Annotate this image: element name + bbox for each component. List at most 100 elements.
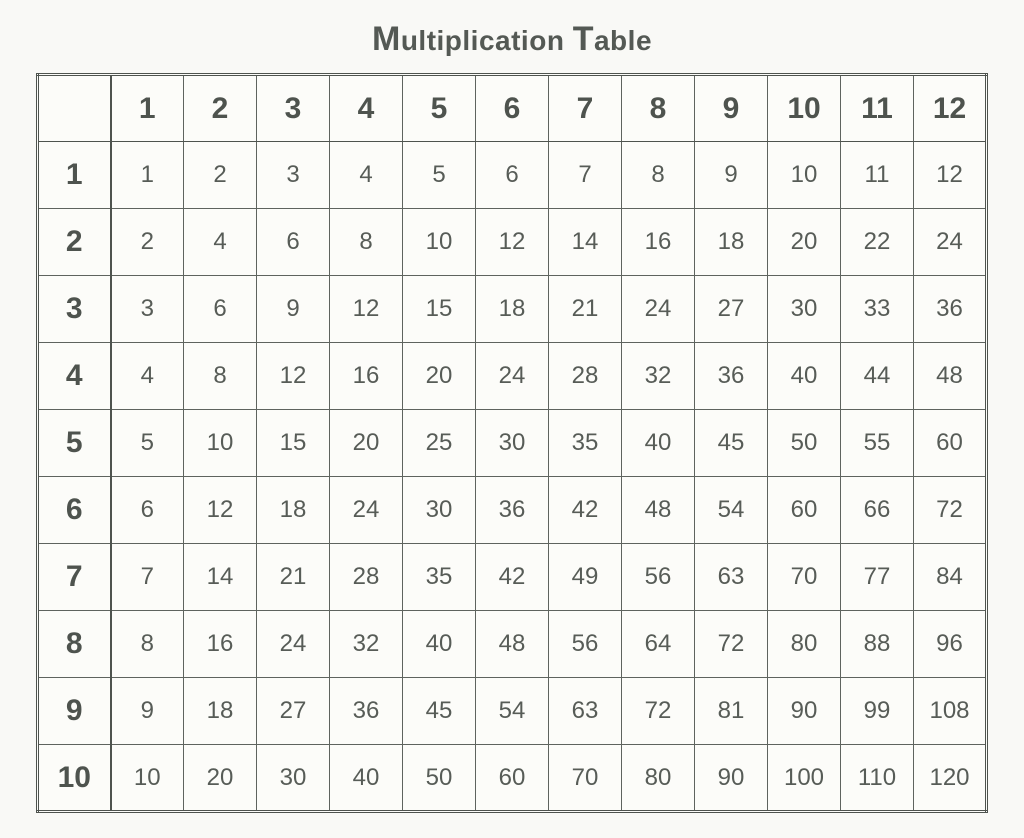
cell: 64 bbox=[622, 611, 695, 678]
cell: 10 bbox=[403, 209, 476, 276]
cell: 24 bbox=[330, 477, 403, 544]
cell: 48 bbox=[914, 343, 987, 410]
cell: 40 bbox=[403, 611, 476, 678]
col-header: 10 bbox=[768, 75, 841, 142]
table-header-row: 1 2 3 4 5 6 7 8 9 10 11 12 bbox=[38, 75, 987, 142]
cell: 20 bbox=[768, 209, 841, 276]
cell: 25 bbox=[403, 410, 476, 477]
cell: 36 bbox=[914, 276, 987, 343]
row-header: 4 bbox=[38, 343, 111, 410]
col-header: 1 bbox=[111, 75, 184, 142]
cell: 40 bbox=[622, 410, 695, 477]
cell: 49 bbox=[549, 544, 622, 611]
cell: 42 bbox=[549, 477, 622, 544]
row-header: 6 bbox=[38, 477, 111, 544]
cell: 54 bbox=[476, 678, 549, 745]
cell: 24 bbox=[914, 209, 987, 276]
cell: 18 bbox=[695, 209, 768, 276]
cell: 48 bbox=[476, 611, 549, 678]
cell: 77 bbox=[841, 544, 914, 611]
cell: 30 bbox=[476, 410, 549, 477]
table-row: 1 1 2 3 4 5 6 7 8 9 10 11 12 bbox=[38, 142, 987, 209]
cell: 8 bbox=[622, 142, 695, 209]
cell: 96 bbox=[914, 611, 987, 678]
cell: 56 bbox=[622, 544, 695, 611]
cell: 33 bbox=[841, 276, 914, 343]
cell: 48 bbox=[622, 477, 695, 544]
col-header: 7 bbox=[549, 75, 622, 142]
cell: 7 bbox=[111, 544, 184, 611]
cell: 72 bbox=[695, 611, 768, 678]
cell: 120 bbox=[914, 745, 987, 812]
cell: 12 bbox=[476, 209, 549, 276]
cell: 12 bbox=[914, 142, 987, 209]
cell: 30 bbox=[768, 276, 841, 343]
cell: 9 bbox=[111, 678, 184, 745]
corner-cell bbox=[38, 75, 111, 142]
cell: 24 bbox=[476, 343, 549, 410]
table-row: 5 5 10 15 20 25 30 35 40 45 50 55 60 bbox=[38, 410, 987, 477]
cell: 90 bbox=[695, 745, 768, 812]
cell: 27 bbox=[257, 678, 330, 745]
cell: 100 bbox=[768, 745, 841, 812]
col-header: 11 bbox=[841, 75, 914, 142]
row-header: 9 bbox=[38, 678, 111, 745]
cell: 18 bbox=[257, 477, 330, 544]
cell: 16 bbox=[622, 209, 695, 276]
cell: 72 bbox=[622, 678, 695, 745]
cell: 36 bbox=[695, 343, 768, 410]
cell: 14 bbox=[549, 209, 622, 276]
cell: 80 bbox=[768, 611, 841, 678]
page-title: Multiplication Table bbox=[0, 20, 1024, 59]
cell: 108 bbox=[914, 678, 987, 745]
cell: 36 bbox=[476, 477, 549, 544]
cell: 6 bbox=[184, 276, 257, 343]
cell: 10 bbox=[768, 142, 841, 209]
cell: 16 bbox=[184, 611, 257, 678]
cell: 80 bbox=[622, 745, 695, 812]
cell: 16 bbox=[330, 343, 403, 410]
cell: 36 bbox=[330, 678, 403, 745]
cell: 63 bbox=[695, 544, 768, 611]
cell: 81 bbox=[695, 678, 768, 745]
col-header: 9 bbox=[695, 75, 768, 142]
cell: 88 bbox=[841, 611, 914, 678]
cell: 20 bbox=[403, 343, 476, 410]
row-header: 5 bbox=[38, 410, 111, 477]
cell: 54 bbox=[695, 477, 768, 544]
cell: 9 bbox=[257, 276, 330, 343]
cell: 30 bbox=[257, 745, 330, 812]
cell: 2 bbox=[111, 209, 184, 276]
cell: 45 bbox=[695, 410, 768, 477]
cell: 4 bbox=[111, 343, 184, 410]
title-cap-m: M bbox=[372, 20, 401, 58]
cell: 6 bbox=[257, 209, 330, 276]
col-header: 8 bbox=[622, 75, 695, 142]
page: Multiplication Table 1 2 3 4 5 6 7 8 9 1… bbox=[0, 0, 1024, 838]
row-header: 10 bbox=[38, 745, 111, 812]
cell: 32 bbox=[330, 611, 403, 678]
row-header: 1 bbox=[38, 142, 111, 209]
cell: 8 bbox=[111, 611, 184, 678]
cell: 35 bbox=[403, 544, 476, 611]
cell: 90 bbox=[768, 678, 841, 745]
cell: 60 bbox=[476, 745, 549, 812]
cell: 63 bbox=[549, 678, 622, 745]
cell: 4 bbox=[184, 209, 257, 276]
cell: 72 bbox=[914, 477, 987, 544]
cell: 55 bbox=[841, 410, 914, 477]
cell: 21 bbox=[549, 276, 622, 343]
cell: 40 bbox=[768, 343, 841, 410]
col-header: 4 bbox=[330, 75, 403, 142]
col-header: 6 bbox=[476, 75, 549, 142]
cell: 12 bbox=[330, 276, 403, 343]
cell: 84 bbox=[914, 544, 987, 611]
cell: 42 bbox=[476, 544, 549, 611]
cell: 7 bbox=[549, 142, 622, 209]
cell: 5 bbox=[403, 142, 476, 209]
col-header: 2 bbox=[184, 75, 257, 142]
cell: 18 bbox=[476, 276, 549, 343]
title-part-3: able bbox=[594, 25, 652, 56]
cell: 50 bbox=[768, 410, 841, 477]
table-row: 10 10 20 30 40 50 60 70 80 90 100 110 12… bbox=[38, 745, 987, 812]
